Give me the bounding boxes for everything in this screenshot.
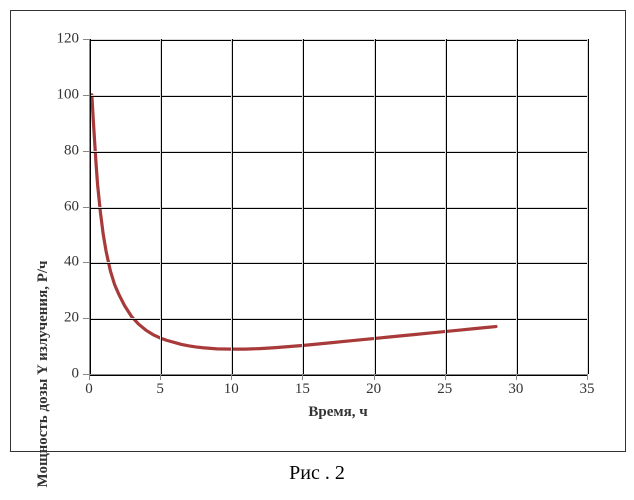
series-dose-rate — [92, 95, 496, 349]
x-axis-label: Время, ч — [308, 404, 367, 421]
plot-area: 02040608010012005101520253035 — [89, 39, 587, 374]
gridline-v — [516, 39, 518, 374]
y-tick-label: 40 — [64, 254, 79, 271]
x-tick — [587, 374, 588, 380]
gridline-h — [89, 207, 587, 209]
y-tick-label: 0 — [72, 366, 80, 383]
x-tick — [160, 374, 161, 380]
x-tick — [374, 374, 375, 380]
x-tick-label: 10 — [224, 381, 239, 398]
x-tick-label: 5 — [156, 381, 164, 398]
gridline-h — [89, 374, 587, 376]
x-tick — [231, 374, 232, 380]
x-tick-label: 15 — [295, 381, 310, 398]
y-tick-label: 60 — [64, 198, 79, 215]
x-tick-label: 20 — [366, 381, 381, 398]
gridline-v — [374, 39, 376, 374]
x-tick-label: 35 — [580, 381, 595, 398]
gridline-h — [89, 95, 587, 97]
gridline-v — [445, 39, 447, 374]
gridline-v — [302, 39, 304, 374]
gridline-h — [89, 318, 587, 320]
gridline-v — [160, 39, 162, 374]
y-axis-label: Мощность дозы Y излучения, P/ч — [35, 261, 52, 488]
gridline-h — [89, 262, 587, 264]
gridline-h — [89, 151, 587, 153]
x-tick-label: 30 — [508, 381, 523, 398]
chart-frame: 02040608010012005101520253035 Время, ч М… — [10, 10, 626, 452]
x-tick — [302, 374, 303, 380]
y-tick-label: 20 — [64, 310, 79, 327]
x-tick — [89, 374, 90, 380]
gridline-h — [89, 39, 587, 41]
gridline-v — [231, 39, 233, 374]
y-tick-label: 80 — [64, 142, 79, 159]
y-tick-label: 100 — [57, 86, 80, 103]
x-tick — [445, 374, 446, 380]
y-tick-label: 120 — [57, 31, 80, 48]
figure-caption: Рис . 2 — [0, 462, 634, 485]
gridline-v — [587, 39, 589, 374]
x-tick — [516, 374, 517, 380]
x-tick-label: 25 — [437, 381, 452, 398]
x-tick-label: 0 — [85, 381, 93, 398]
gridline-v — [89, 39, 91, 374]
